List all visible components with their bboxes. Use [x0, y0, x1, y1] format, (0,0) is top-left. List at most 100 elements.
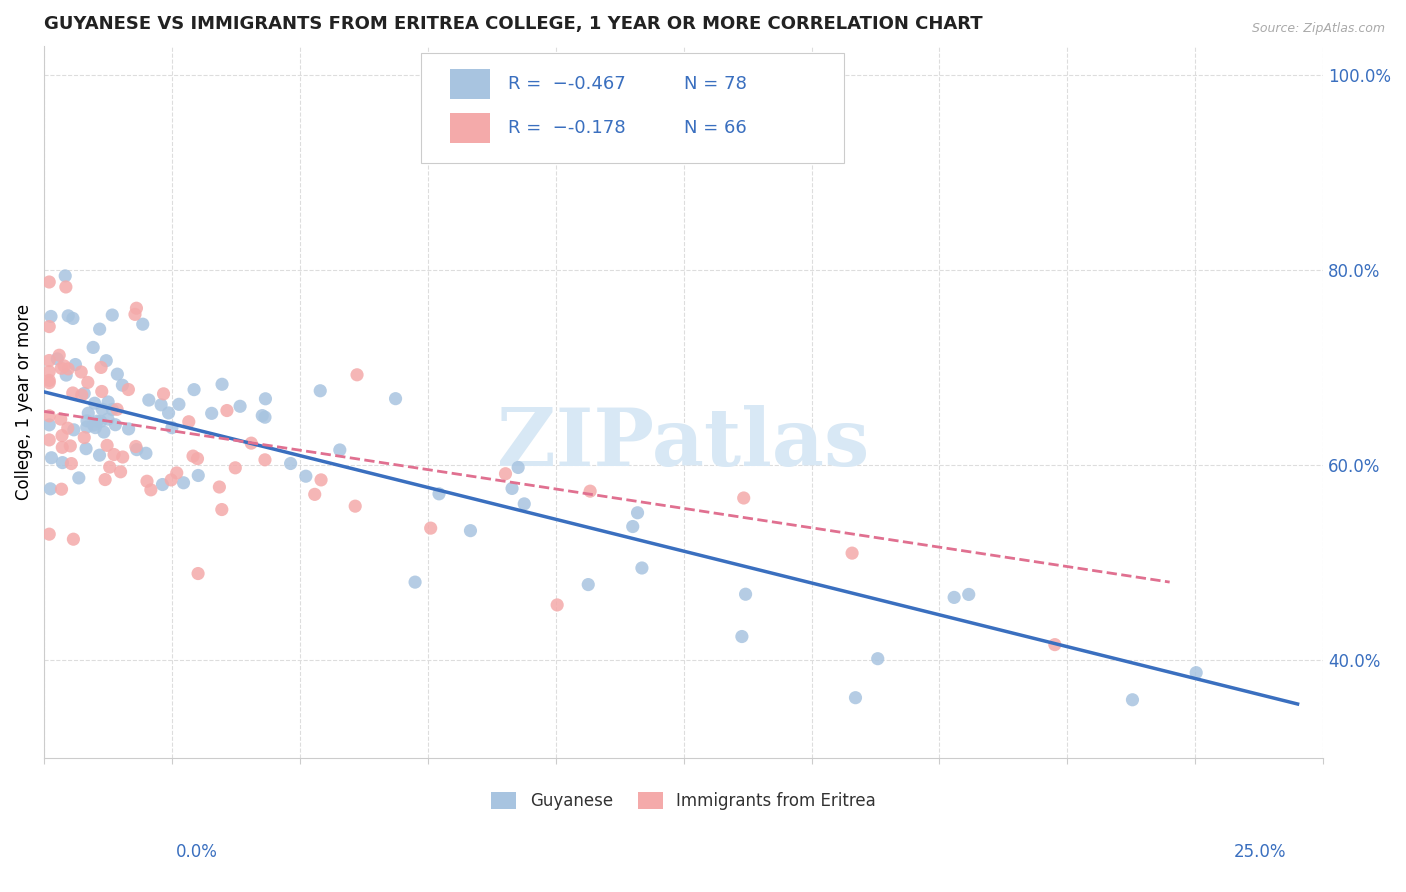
Point: [733, 491, 755, 505]
Point: [135, 446, 157, 460]
Point: [39, 482, 62, 496]
Point: [157, 406, 180, 420]
Point: [132, 317, 155, 331]
Point: [53, 359, 76, 373]
Point: [75, 442, 97, 456]
Point: [39, 310, 62, 324]
Point: [508, 460, 530, 475]
Point: [1043, 638, 1066, 652]
Point: [957, 587, 980, 601]
Point: [90, 414, 112, 428]
Point: [103, 448, 125, 462]
Point: [38, 417, 60, 432]
Point: [96, 353, 118, 368]
Y-axis label: College, 1 year or more: College, 1 year or more: [15, 303, 32, 500]
Point: [495, 467, 517, 481]
Point: [253, 410, 276, 425]
Point: [125, 301, 148, 316]
Point: [62, 532, 84, 546]
Point: [943, 591, 966, 605]
Text: 25.0%: 25.0%: [1234, 843, 1286, 861]
Point: [41, 450, 63, 465]
Point: [76, 414, 98, 428]
Point: [1121, 692, 1143, 706]
Point: [866, 651, 889, 665]
Point: [344, 499, 367, 513]
Point: [89, 448, 111, 462]
Point: [70, 365, 93, 379]
Point: [734, 587, 756, 601]
Point: [138, 392, 160, 407]
Point: [211, 377, 233, 392]
Point: [460, 524, 482, 538]
FancyBboxPatch shape: [450, 70, 491, 99]
Point: [254, 392, 277, 406]
Point: [38, 409, 60, 423]
Point: [621, 519, 644, 533]
Point: [101, 308, 124, 322]
Point: [152, 477, 174, 491]
Point: [55, 368, 77, 383]
FancyBboxPatch shape: [450, 113, 491, 144]
Text: R =  −-0.178: R = −-0.178: [509, 120, 626, 137]
Point: [177, 415, 200, 429]
Text: N = 66: N = 66: [683, 120, 747, 137]
Point: [187, 566, 209, 581]
Point: [67, 471, 90, 485]
Point: [38, 376, 60, 390]
Point: [46, 351, 69, 366]
Point: [51, 441, 73, 455]
Point: [38, 433, 60, 447]
Point: [160, 420, 183, 434]
Point: [224, 460, 246, 475]
Point: [56, 421, 79, 435]
Point: [309, 473, 332, 487]
Point: [83, 396, 105, 410]
Point: [91, 402, 114, 417]
Point: [111, 378, 134, 392]
Point: [101, 402, 124, 417]
Point: [90, 384, 112, 399]
Point: [73, 386, 96, 401]
Point: [186, 451, 208, 466]
Point: [187, 468, 209, 483]
Text: R =  −-0.467: R = −-0.467: [509, 75, 626, 93]
Point: [38, 365, 60, 379]
Point: [229, 399, 252, 413]
Point: [62, 386, 84, 401]
Point: [546, 598, 568, 612]
Text: Source: ZipAtlas.com: Source: ZipAtlas.com: [1251, 22, 1385, 36]
Point: [384, 392, 406, 406]
Point: [60, 457, 83, 471]
Point: [82, 418, 104, 433]
Point: [90, 360, 112, 375]
Point: [70, 388, 93, 402]
Point: [93, 425, 115, 439]
Point: [253, 452, 276, 467]
Point: [501, 482, 523, 496]
Point: [576, 577, 599, 591]
Point: [65, 358, 87, 372]
Point: [304, 487, 326, 501]
Point: [63, 423, 86, 437]
Point: [211, 502, 233, 516]
Point: [38, 373, 60, 387]
Point: [110, 465, 132, 479]
Point: [208, 480, 231, 494]
Point: [631, 561, 654, 575]
Text: ZIPatlas: ZIPatlas: [498, 405, 870, 483]
Point: [86, 414, 108, 428]
Point: [125, 442, 148, 457]
Point: [124, 307, 146, 321]
Point: [38, 353, 60, 368]
Point: [346, 368, 368, 382]
Point: [76, 376, 98, 390]
Point: [166, 466, 188, 480]
Point: [76, 420, 98, 434]
Point: [139, 483, 162, 497]
Point: [51, 428, 73, 442]
Point: [105, 367, 128, 381]
Point: [38, 275, 60, 289]
Point: [841, 546, 863, 560]
Point: [280, 457, 302, 471]
